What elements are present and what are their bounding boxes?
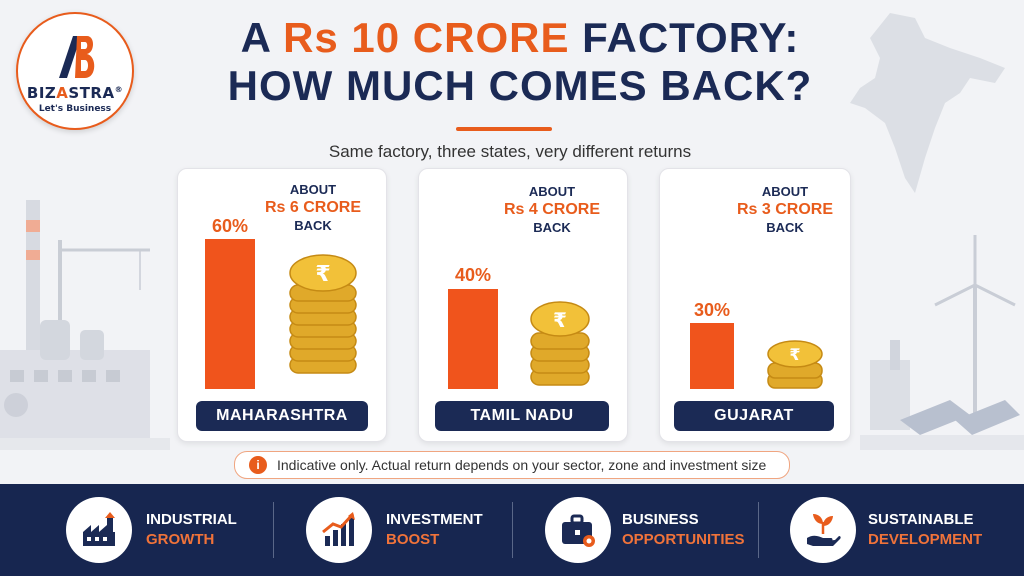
logo-wordmark: BIZASTRA® (26, 84, 124, 102)
india-map-illustration (850, 13, 1005, 193)
feature-footer: INDUSTRIAL GROWTH INVESTMENT BOOST (0, 484, 1024, 576)
growth-chart-icon (322, 512, 355, 546)
info-icon: i (249, 456, 267, 474)
footer-divider (758, 502, 759, 558)
factory-illustration (0, 200, 170, 450)
return-bar (205, 239, 255, 389)
disclaimer-text: Indicative only. Actual return depends o… (277, 457, 767, 473)
state-label: GUJARAT (674, 401, 834, 431)
svg-text:₹: ₹ (553, 308, 567, 332)
page-title-line2: HOW MUCH COMES BACK? (227, 62, 813, 109)
return-amount-label: ABOUT Rs 6 CRORE BACK (264, 182, 362, 233)
briefcase-icon (562, 514, 595, 547)
coin-stack-icon: ₹ (289, 254, 357, 374)
state-label: TAMIL NADU (435, 401, 609, 431)
return-percent: 40% (454, 265, 492, 285)
logo-tagline: Let's Business (38, 104, 112, 114)
page-title-line1: A Rs 10 CRORE FACTORY: (240, 14, 800, 61)
bizastra-logo[interactable]: BIZASTRA® Let's Business (16, 12, 134, 130)
state-card-gujarat: ABOUT Rs 3 CRORE BACK 30% ₹ GUJARAT (659, 168, 851, 442)
feature-title: INDUSTRIAL (146, 511, 237, 528)
feature-subtitle: BOOST (386, 531, 440, 548)
state-card-tamil-nadu: ABOUT Rs 4 CRORE BACK 40% ₹ TAMIL NADU (418, 168, 628, 442)
disclaimer-note: i Indicative only. Actual return depends… (234, 451, 790, 479)
feature-subtitle: GROWTH (146, 531, 215, 548)
coin-stack-icon: ₹ (530, 301, 590, 386)
svg-text:₹: ₹ (315, 262, 330, 287)
return-bar (448, 289, 498, 389)
footer-divider (273, 502, 274, 558)
subtitle: Same factory, three states, very differe… (328, 142, 692, 161)
feature-title: SUSTAINABLE (868, 511, 974, 528)
return-percent: 30% (693, 300, 731, 320)
return-bar (690, 323, 734, 389)
feature-subtitle: DEVELOPMENT (868, 531, 983, 548)
return-amount-label: ABOUT Rs 4 CRORE BACK (503, 184, 601, 235)
footer-divider (512, 502, 513, 558)
plant-hand-icon (807, 514, 841, 546)
state-card-maharashtra: ABOUT Rs 6 CRORE BACK 60% ₹ MAHARASHTRA (177, 168, 387, 442)
factory-icon (83, 512, 115, 546)
feature-subtitle: OPPORTUNITIES (622, 531, 745, 548)
return-amount-label: ABOUT Rs 3 CRORE BACK (736, 184, 834, 235)
feature-title: BUSINESS (622, 511, 699, 528)
feature-title: INVESTMENT (386, 511, 483, 528)
logo-mark-icon (59, 36, 95, 78)
coin-stack-icon: ₹ (767, 340, 823, 389)
svg-text:₹: ₹ (789, 345, 800, 364)
wind-solar-illustration (860, 235, 1024, 450)
state-label: MAHARASHTRA (196, 401, 368, 431)
return-percent: 60% (211, 216, 249, 236)
title-underline (456, 127, 552, 131)
